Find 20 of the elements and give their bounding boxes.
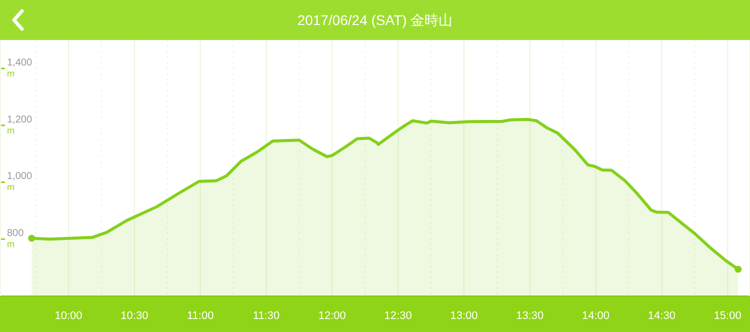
ylabel: m [7, 125, 14, 136]
y-tick-label: 1,400 [7, 57, 32, 68]
x-tick-label: 13:00 [450, 310, 478, 322]
x-tick-label: 13:30 [516, 310, 544, 322]
ylabel: m [7, 182, 14, 192]
x-tick-label: 10:30 [120, 310, 148, 322]
x-tick-label: 14:00 [582, 310, 610, 322]
x-tick-label: 11:30 [252, 310, 280, 322]
ylabel: m [7, 239, 14, 250]
x-tick-label: 15:00 [714, 310, 742, 322]
y-tick-label: 1,000 [7, 171, 32, 182]
x-tick-label: 12:30 [384, 310, 412, 322]
ylabel: m [7, 68, 14, 78]
x-tick-label: 12:00 [318, 310, 346, 322]
x-tick-label: 11:00 [186, 310, 214, 322]
y-tick-label: 1,200 [7, 114, 32, 126]
x-tick-label: 10:00 [54, 310, 82, 322]
y-tick-label: 800 [7, 228, 24, 240]
title: 2017/06/24 (SAT) 金時山 [297, 12, 453, 28]
x-tick-label: 14:30 [648, 310, 676, 322]
